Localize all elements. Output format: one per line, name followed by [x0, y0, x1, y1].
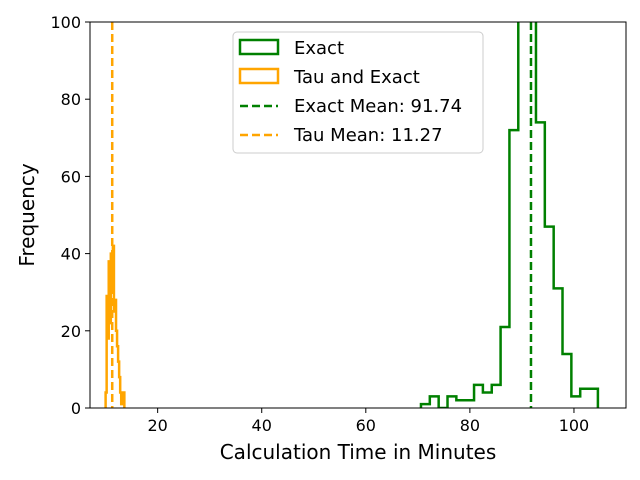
y-axis-ticks: 0 20 40 60 80 100	[50, 13, 90, 418]
y-tick-label: 40	[61, 245, 81, 264]
legend: Exact Tau and Exact Exact Mean: 91.74 Ta…	[232, 31, 484, 154]
legend-label-tau: Tau and Exact	[293, 67, 420, 88]
y-tick-label: 60	[61, 167, 81, 186]
legend-label-exact-mean: Exact Mean: 91.74	[294, 96, 462, 117]
y-tick-label: 0	[71, 399, 81, 418]
histogram-series-0	[419, 22, 600, 408]
x-tick-label: 40	[252, 416, 272, 435]
legend-swatch-tau	[238, 67, 280, 85]
plot-content	[104, 22, 600, 408]
y-tick-label: 20	[61, 322, 81, 341]
x-tick-label: 60	[356, 416, 376, 435]
y-axis-label: Frequency	[15, 163, 39, 266]
x-tick-label: 80	[460, 416, 480, 435]
legend-swatch-exact	[238, 38, 280, 56]
x-tick-label: 20	[147, 416, 167, 435]
histogram-series-1	[104, 244, 126, 408]
x-tick-label: 100	[559, 416, 590, 435]
legend-label-tau-mean: Tau Mean: 11.27	[293, 125, 443, 146]
y-tick-label: 100	[50, 13, 81, 32]
legend-label-exact: Exact	[294, 38, 344, 59]
y-tick-label: 80	[61, 90, 81, 109]
plot-frame	[89, 21, 627, 409]
x-axis-ticks: 20 40 60 80 100	[147, 408, 589, 435]
legend-box	[232, 31, 484, 154]
x-axis-label: Calculation Time in Minutes	[220, 440, 497, 464]
